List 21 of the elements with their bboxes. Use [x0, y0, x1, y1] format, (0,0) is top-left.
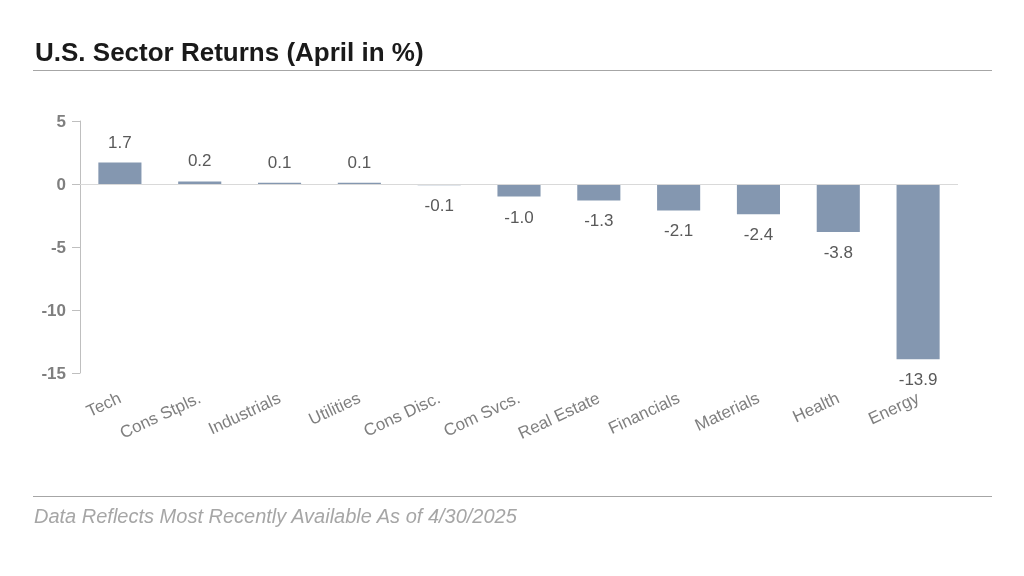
data-label: 0.1 [347, 152, 372, 172]
y-tick-label: 0 [56, 174, 66, 194]
data-label: -0.1 [424, 196, 454, 216]
x-tick-label: Health [789, 388, 843, 427]
y-tick-label: -10 [41, 300, 66, 320]
data-label: -13.9 [898, 370, 938, 390]
chart-title: U.S. Sector Returns (April in %) [35, 37, 424, 67]
data-label: 1.7 [108, 132, 132, 152]
data-label: -3.8 [823, 242, 853, 262]
text: Data Reflects Most Recently Available As of 4/30/2025 [34, 505, 518, 527]
data-label: -1.0 [504, 207, 534, 227]
data-label: 0.1 [267, 152, 292, 172]
x-tick-label: Cons Disc. [360, 388, 444, 441]
data-label: -2.1 [663, 221, 694, 241]
y-tick-label: 5 [56, 111, 66, 131]
x-tick-label: Tech [83, 388, 124, 421]
data-label: -1.3 [584, 211, 614, 231]
y-tick-label: -15 [41, 363, 66, 383]
data-label: 0.2 [187, 151, 212, 171]
y-tick-label: -5 [50, 237, 66, 257]
data-label: -2.4 [743, 225, 774, 245]
